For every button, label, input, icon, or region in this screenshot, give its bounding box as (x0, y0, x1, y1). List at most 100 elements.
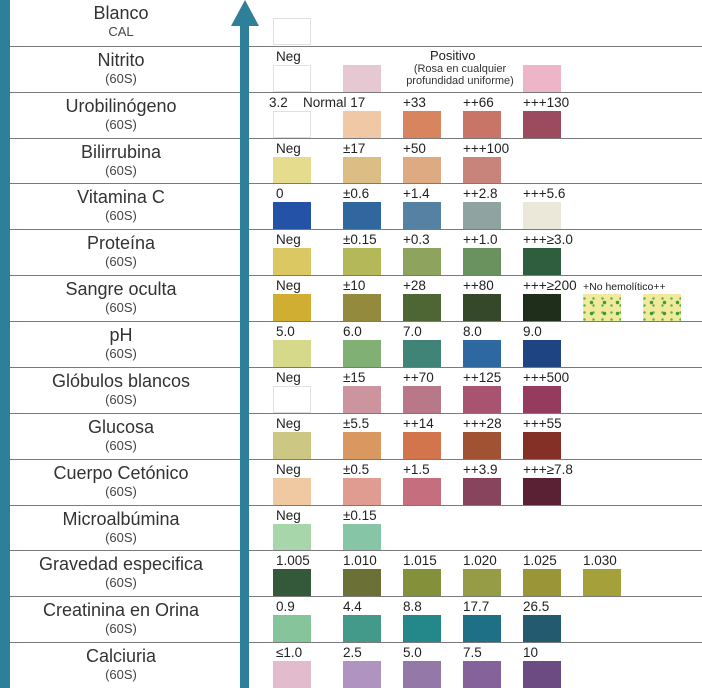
color-swatch (343, 615, 381, 643)
chart-row: Calciuria (60S) ≤1.0 2.5 5.0 7.5 10 (10, 642, 702, 688)
swatch-label: ±17 (343, 140, 366, 156)
swatch-label: 6.0 (343, 324, 362, 340)
color-swatch (463, 615, 501, 643)
test-name: Proteína (86, 233, 156, 254)
color-swatch (463, 661, 501, 688)
swatch-label: 1.015 (403, 553, 437, 569)
swatch-label: ++14 (403, 415, 434, 431)
test-name: Cuerpo Cetónico (53, 462, 189, 483)
swatch-label: ±0.5 (343, 461, 370, 477)
color-swatch (523, 340, 561, 368)
color-swatch (403, 248, 441, 276)
swatch-label: 1.010 (343, 553, 377, 569)
test-name: Urobilinógeno (65, 95, 177, 116)
swatch-label: Normal 17 (303, 94, 366, 110)
swatch-label: ±0.6 (343, 186, 370, 202)
color-swatch (523, 615, 561, 643)
swatch-label: ++80 (463, 278, 494, 294)
color-swatch (463, 569, 501, 597)
chart-row: Blanco CAL (10, 0, 702, 46)
color-swatch (523, 569, 561, 597)
color-swatch (273, 431, 311, 459)
chart-row: Vitamina C (60S) 0 ±0.6 +1.4 ++2.8 +++5.6 (10, 183, 702, 230)
test-subtitle: (60S) (105, 300, 137, 316)
swatch-label: Neg (276, 415, 301, 431)
swatch-label: Neg (276, 140, 301, 156)
swatch-label: 0.9 (276, 599, 295, 615)
swatch-label: Neg (276, 278, 301, 294)
swatch-label: +++≥200 (523, 278, 577, 294)
color-swatch (273, 248, 311, 276)
color-swatch (343, 523, 381, 551)
swatch-label: ++125 (463, 369, 502, 385)
color-swatch (403, 569, 441, 597)
swatch-label: +++130 (523, 94, 570, 110)
color-swatch (343, 477, 381, 505)
color-swatch (343, 385, 381, 413)
color-swatch (273, 615, 311, 643)
swatch-label: +28 (403, 278, 426, 294)
swatch-label: +1.5 (403, 461, 430, 477)
test-name: Sangre oculta (65, 279, 177, 300)
color-swatch (403, 340, 441, 368)
color-swatch (523, 385, 561, 413)
swatch-label: 7.5 (463, 645, 482, 661)
chart-row: Creatinina en Orina (60S) 0.9 4.4 8.8 17.7 26.… (10, 596, 702, 643)
test-subtitle: (60S) (105, 254, 137, 270)
color-swatch (523, 64, 561, 92)
chart-row: Sangre oculta (60S) Neg ±10 +28 ++80 +++≥200 +N… (10, 275, 702, 322)
color-swatch (463, 340, 501, 368)
color-swatch (463, 110, 501, 138)
positive-title: Positivo (430, 47, 476, 63)
color-swatch (463, 431, 501, 459)
swatch-label: 1.025 (523, 553, 557, 569)
test-name: Gravedad especifica (38, 554, 204, 575)
swatch-label: 9.0 (523, 324, 542, 340)
color-swatch (403, 156, 441, 184)
test-subtitle: (60S) (105, 437, 137, 453)
test-subtitle: (60S) (105, 483, 137, 499)
swatch-label: +++≥3.0 (523, 232, 573, 248)
color-swatch (343, 661, 381, 688)
color-swatch (523, 661, 561, 688)
swatch-label: +++≥7.8 (523, 461, 573, 477)
swatch-label: 17.7 (463, 599, 490, 615)
color-swatch (343, 248, 381, 276)
test-subtitle: (60S) (105, 162, 137, 178)
chart-row: Gravedad especifica (60S) 1.005 1.010 1.015 1… (10, 550, 702, 597)
swatch-label: 4.4 (343, 599, 362, 615)
swatch-label: +++5.6 (523, 186, 566, 202)
test-name: pH (109, 325, 133, 346)
color-swatch (403, 202, 441, 230)
swatch-label: +++55 (523, 415, 562, 431)
swatch-label: +++500 (523, 369, 570, 385)
test-subtitle: (60S) (105, 208, 137, 224)
color-swatch (273, 156, 311, 184)
test-name: Nitrito (97, 49, 145, 70)
swatch-label: 7.0 (403, 324, 422, 340)
chart-row: Bilirrubina (60S) Neg ±17 +50 +++100 (10, 137, 702, 184)
test-subtitle: CAL (108, 24, 134, 39)
color-swatch (343, 340, 381, 368)
color-swatch (463, 156, 501, 184)
color-swatch (463, 248, 501, 276)
test-name: Calciuria (85, 646, 157, 667)
color-swatch (463, 202, 501, 230)
test-subtitle: (60S) (105, 667, 137, 683)
test-name: Glucosa (87, 416, 155, 437)
non-hemolytic-swatch (583, 294, 621, 322)
test-subtitle: (60S) (105, 621, 137, 637)
chart-row: Urobilinógeno (60S) 3.2 Normal 17 +33 ++66 +++… (10, 91, 702, 138)
swatch-label: 0 (276, 186, 284, 202)
left-accent-bar (0, 0, 10, 688)
swatch-label: +++28 (463, 415, 502, 431)
swatch-label: Neg (276, 232, 301, 248)
color-swatch (403, 477, 441, 505)
test-subtitle: (60S) (105, 70, 137, 86)
color-swatch (523, 477, 561, 505)
chart-row: Glóbulos blancos (60S) Neg ±15 ++70 ++125 +++5… (10, 366, 702, 413)
test-name: Blanco (93, 3, 149, 23)
color-swatch (343, 569, 381, 597)
swatch-label: ++1.0 (463, 232, 498, 248)
